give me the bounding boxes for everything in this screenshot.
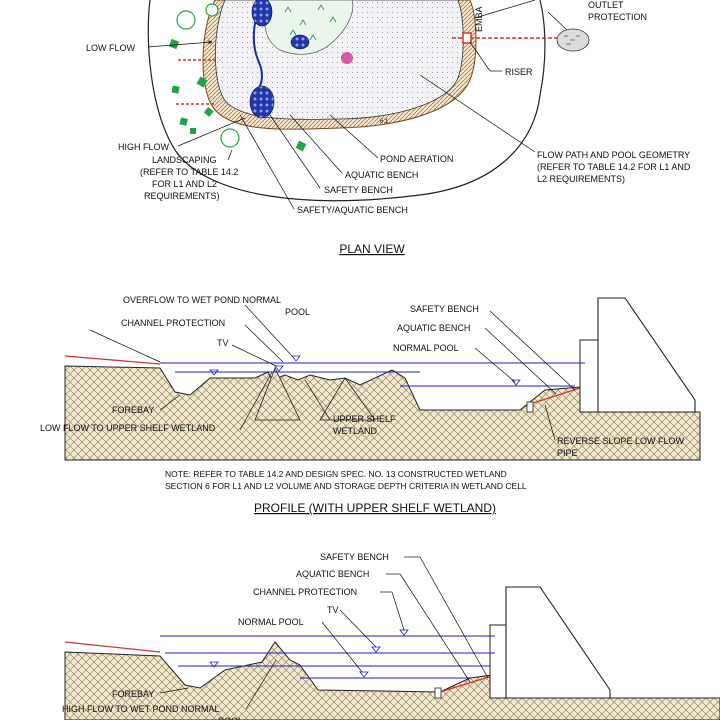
berm-1 (254, 366, 376, 421)
landscaping-label-3: FOR L1 AND L2 (152, 179, 217, 189)
flow-path-label-3: L2 REQUIREMENTS) (537, 174, 625, 184)
flow-path-label-1: FLOW PATH AND POOL GEOMETRY (537, 150, 690, 160)
profile-title: PROFILE (WITH UPPER SHELF WETLAND) (254, 501, 496, 515)
landscaping-label-1: LANDSCAPING (152, 155, 217, 165)
normal-pool-label-1: NORMAL POOL (393, 343, 459, 353)
aerator-icon (341, 52, 353, 64)
tv-label-1: TV (217, 338, 229, 348)
upper-shelf-label-2: WETLAND (333, 426, 378, 436)
pipe-end-2 (434, 687, 442, 699)
wetland-shelf (264, 0, 354, 55)
slope-label: 6:1 (380, 119, 389, 125)
landscaping-label-4: REQUIREMENTS) (144, 191, 220, 201)
red-grade-1 (64, 355, 161, 365)
riser-label: RISER (505, 67, 533, 77)
normal-pool-label-2: NORMAL POOL (238, 617, 304, 627)
aquatic-bench-label-2: AQUATIC BENCH (296, 569, 369, 579)
low-flow-label: LOW FLOW (86, 43, 136, 53)
riser-structure-1 (579, 339, 599, 413)
embankment-1 (597, 297, 696, 413)
water-level-markers-2 (209, 629, 409, 678)
forebay-label-1: FOREBAY (112, 405, 154, 415)
plan-view: OUTLET PROTECTION EMBA LOW FLOW RISER HI… (86, 0, 691, 256)
high-flow-label: HIGH FLOW (118, 142, 170, 152)
pond-aeration-label: POND AERATION (380, 154, 453, 164)
high-flow-label-3: POOL (218, 716, 243, 720)
aquatic-bench-label-1: AQUATIC BENCH (397, 323, 470, 333)
water-lines-1 (160, 362, 585, 387)
note-line-2: SECTION 6 FOR L1 AND L2 VOLUME AND STORA… (165, 481, 527, 491)
landscaping-trees (168, 3, 307, 152)
embankment-label: EMBA (474, 6, 484, 32)
pipe-end-1 (526, 401, 534, 413)
red-grade-2 (64, 641, 161, 653)
embankment-2 (505, 586, 611, 699)
landscaping-label-2: (REFER TO TABLE 14.2 (140, 167, 238, 177)
overflow-label-2: POOL (285, 307, 310, 317)
profile1-leaders (89, 304, 576, 441)
safety-bench-label-2: SAFETY BENCH (320, 552, 389, 562)
channel-protection-label-2: CHANNEL PROTECTION (253, 587, 357, 597)
overflow-label-1: OVERFLOW TO WET POND NORMAL (123, 295, 281, 305)
outlet-protection-label-2: PROTECTION (588, 12, 647, 22)
forebay-label-2: FOREBAY (112, 689, 154, 699)
low-flow-upper-label: LOW FLOW TO UPPER SHELF WETLAND (40, 423, 216, 433)
flow-path-label-2: (REFER TO TABLE 14.2 FOR L1 AND (537, 162, 691, 172)
plan-leaders (147, 0, 568, 210)
note-line-1: NOTE: REFER TO TABLE 14.2 AND DESIGN SPE… (165, 469, 507, 479)
red-slope-1 (529, 387, 581, 405)
water-level-markers-1 (209, 355, 521, 386)
riprap-mid (290, 34, 310, 50)
red-slope-2 (439, 675, 493, 693)
channel-protection-label-1: CHANNEL PROTECTION (121, 318, 225, 328)
wetland-plants (284, 4, 337, 41)
profile2-leaders (159, 556, 489, 710)
aquatic-bench-label: AQUATIC BENCH (345, 170, 418, 180)
tv-label-2: TV (327, 605, 339, 615)
plan-view-title: PLAN VIEW (339, 242, 405, 256)
safety-bench-label-1: SAFETY BENCH (410, 304, 479, 314)
water-lines-2 (160, 635, 495, 679)
profile-wet-pond: SAFETY BENCH AQUATIC BENCH CHANNEL PROTE… (62, 552, 720, 720)
outlet-protection-label: OUTLET (588, 0, 624, 10)
reverse-slope-label-2: PIPE (557, 448, 578, 458)
profile-upper-shelf: OVERFLOW TO WET POND NORMAL POOL CHANNEL… (40, 295, 701, 515)
upper-shelf-label-1: UPPER SHELF (333, 414, 396, 424)
safety-aquatic-bench-label: SAFETY/AQUATIC BENCH (297, 205, 408, 215)
high-flow-label-2: HIGH FLOW TO WET POND NORMAL (62, 704, 220, 714)
riprap-top (251, 0, 273, 27)
riprap-high-flow (249, 85, 275, 119)
reverse-slope-label-1: REVERSE SLOPE LOW FLOW (557, 436, 685, 446)
riser-icon (462, 32, 472, 44)
safety-bench-label: SAFETY BENCH (324, 185, 393, 195)
